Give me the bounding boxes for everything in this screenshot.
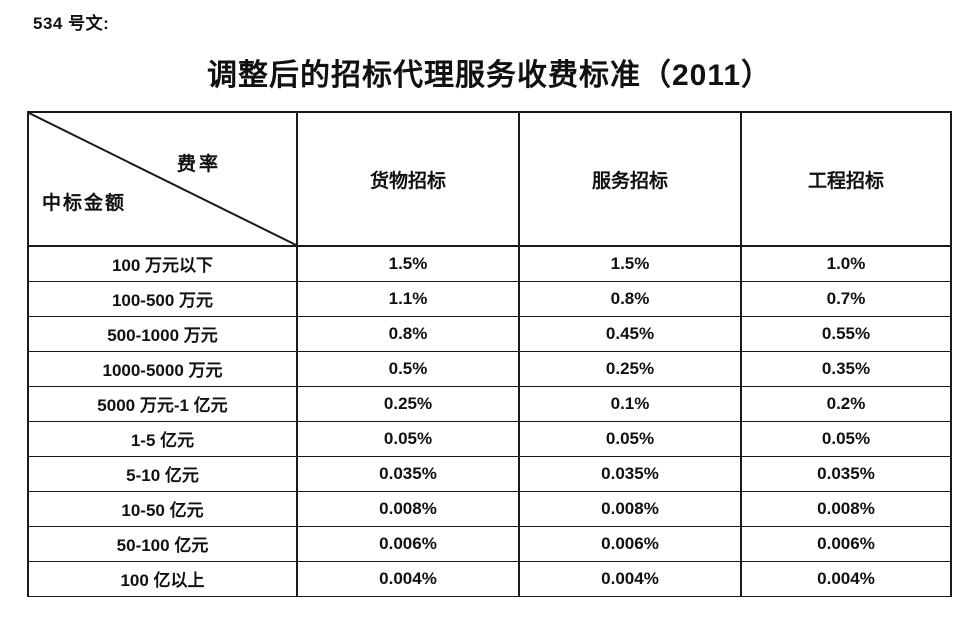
fee-cell: 0.004%: [518, 560, 742, 597]
table-row: 100 亿以上 0.004% 0.004% 0.004%: [27, 560, 952, 597]
row-label: 100-500 万元: [27, 280, 298, 317]
fee-cell: 1.5%: [296, 245, 520, 282]
corner-label-bid-amount: 中标金额: [42, 193, 127, 214]
row-label: 100 万元以下: [27, 245, 298, 282]
doc-number-label: 534 号文:: [33, 14, 110, 33]
table-row: 1000-5000 万元 0.5% 0.25% 0.35%: [27, 350, 952, 387]
table-row: 100-500 万元 1.1% 0.8% 0.7%: [27, 280, 952, 317]
fee-cell: 0.05%: [740, 420, 952, 457]
fee-cell: 0.05%: [296, 420, 520, 457]
fee-cell: 0.006%: [518, 525, 742, 562]
table-row: 1-5 亿元 0.05% 0.05% 0.05%: [27, 420, 952, 457]
table-row: 5000 万元-1 亿元 0.25% 0.1% 0.2%: [27, 385, 952, 422]
diagonal-divider-line: [29, 113, 296, 245]
page-title: 调整后的招标代理服务收费标准（2011）: [206, 59, 773, 92]
table-row: 500-1000 万元 0.8% 0.45% 0.55%: [27, 315, 952, 352]
fee-cell: 0.006%: [296, 525, 520, 562]
fee-cell: 0.035%: [296, 455, 520, 492]
fee-cell: 0.035%: [740, 455, 952, 492]
fee-cell: 0.035%: [518, 455, 742, 492]
fee-cell: 0.45%: [518, 315, 742, 352]
fee-cell: 0.05%: [518, 420, 742, 457]
row-label: 5-10 亿元: [27, 455, 298, 492]
column-header-service-bidding: 服务招标: [518, 111, 742, 247]
fee-cell: 0.008%: [518, 490, 742, 527]
fee-cell: 0.35%: [740, 350, 952, 387]
fee-table: 费率 中标金额 货物招标 服务招标 工程招标 100 万元以下 1.5% 1.5…: [27, 111, 952, 597]
row-label: 500-1000 万元: [27, 315, 298, 352]
fee-cell: 0.006%: [740, 525, 952, 562]
fee-cell: 1.5%: [518, 245, 742, 282]
fee-cell: 0.55%: [740, 315, 952, 352]
fee-cell: 0.004%: [740, 560, 952, 597]
corner-header-cell: 费率 中标金额: [27, 111, 298, 247]
row-label: 5000 万元-1 亿元: [27, 385, 298, 422]
fee-cell: 1.1%: [296, 280, 520, 317]
corner-label-rate: 费率: [177, 154, 222, 175]
column-header-engineering-bidding: 工程招标: [740, 111, 952, 247]
fee-cell: 0.008%: [296, 490, 520, 527]
fee-cell: 0.004%: [296, 560, 520, 597]
table-row: 5-10 亿元 0.035% 0.035% 0.035%: [27, 455, 952, 492]
row-label: 10-50 亿元: [27, 490, 298, 527]
fee-cell: 0.8%: [518, 280, 742, 317]
fee-cell: 1.0%: [740, 245, 952, 282]
table-row: 100 万元以下 1.5% 1.5% 1.0%: [27, 245, 952, 282]
row-label: 1-5 亿元: [27, 420, 298, 457]
fee-cell: 0.7%: [740, 280, 952, 317]
table-header-row: 费率 中标金额 货物招标 服务招标 工程招标: [27, 111, 952, 247]
table-row: 10-50 亿元 0.008% 0.008% 0.008%: [27, 490, 952, 527]
fee-cell: 0.8%: [296, 315, 520, 352]
column-header-goods-bidding: 货物招标: [296, 111, 520, 247]
fee-cell: 0.2%: [740, 385, 952, 422]
fee-cell: 0.008%: [740, 490, 952, 527]
fee-cell: 0.5%: [296, 350, 520, 387]
row-label: 50-100 亿元: [27, 525, 298, 562]
fee-cell: 0.25%: [518, 350, 742, 387]
fee-cell: 0.25%: [296, 385, 520, 422]
row-label: 1000-5000 万元: [27, 350, 298, 387]
row-label: 100 亿以上: [27, 560, 298, 597]
fee-cell: 0.1%: [518, 385, 742, 422]
table-row: 50-100 亿元 0.006% 0.006% 0.006%: [27, 525, 952, 562]
